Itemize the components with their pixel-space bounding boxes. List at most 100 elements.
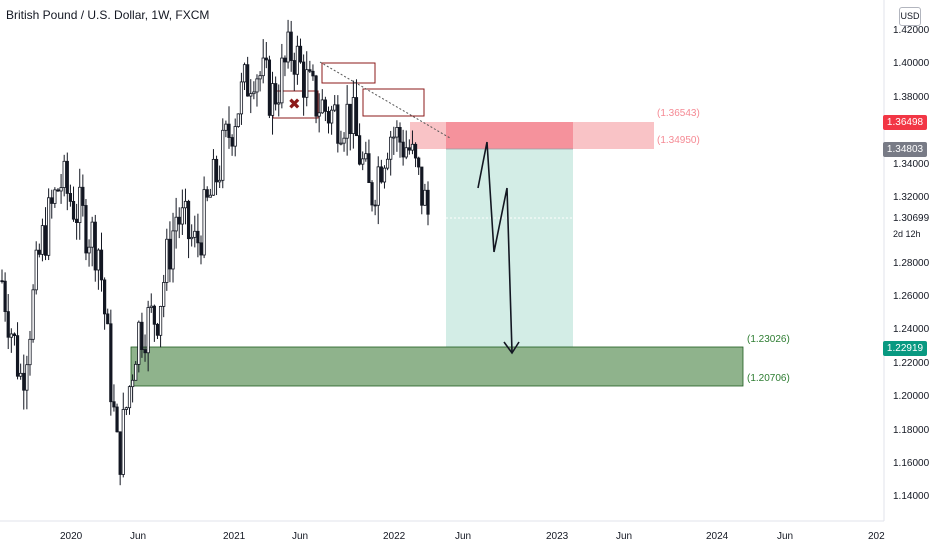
last-price-label: 1.30699 — [893, 213, 930, 224]
time-tick: 2021 — [223, 531, 246, 542]
time-tick: Jun — [455, 531, 472, 542]
candle-body — [227, 123, 231, 138]
candle-body — [317, 112, 321, 117]
candle-body — [25, 364, 29, 391]
candle-body — [81, 186, 85, 206]
candle-body — [186, 200, 191, 240]
candle-body — [143, 349, 147, 354]
candle-body — [208, 194, 212, 198]
candle-body — [75, 218, 79, 223]
candle-body — [413, 143, 418, 159]
candle-body — [224, 123, 228, 131]
symbol-title[interactable]: British Pound / U.S. Dollar, 1W, FXCM — [6, 8, 210, 22]
trendline[interactable] — [319, 61, 451, 139]
candle-body — [252, 91, 256, 95]
price-tick: 1.18000 — [893, 425, 930, 436]
time-tick: Jun — [616, 531, 633, 542]
candle-body — [6, 311, 10, 338]
time-tick: Jun — [292, 531, 309, 542]
candle-body — [323, 99, 327, 112]
candle-body — [196, 230, 200, 244]
supply-box-2[interactable] — [321, 62, 376, 84]
candle-body — [292, 60, 296, 75]
candle-body — [289, 31, 293, 61]
candle-body — [258, 75, 262, 80]
candle-body — [62, 160, 66, 188]
price-tick: 1.34000 — [893, 159, 930, 170]
candle-body — [99, 249, 104, 281]
candle-body — [342, 137, 346, 144]
candle-body — [171, 230, 175, 270]
candle-body — [190, 236, 194, 240]
candle-body — [34, 249, 38, 291]
candle-body — [354, 97, 359, 137]
candle-body — [267, 59, 272, 116]
price-tick: 1.42000 — [893, 25, 930, 36]
candle-body — [56, 189, 60, 192]
candle-body — [398, 126, 402, 143]
price-tick: 1.24000 — [893, 324, 930, 335]
candle-body — [426, 189, 430, 215]
currency-button[interactable]: USD — [899, 7, 921, 26]
candle-body — [130, 379, 135, 388]
projection-path[interactable] — [477, 141, 513, 353]
candle-body — [339, 142, 343, 145]
candle-body — [202, 189, 206, 256]
chart-pane[interactable] — [0, 0, 884, 521]
candle-body — [320, 99, 324, 114]
cross-mark-icon: ✖ — [288, 95, 301, 113]
price-tick: 1.16000 — [893, 458, 930, 469]
candle-body — [246, 64, 250, 97]
candle-body — [357, 135, 362, 165]
time-tick: 2020 — [60, 531, 83, 542]
candle-body — [174, 216, 178, 232]
candle-body — [19, 372, 23, 377]
candle-body — [305, 69, 309, 98]
candle-body — [308, 69, 312, 72]
target-zone[interactable] — [130, 346, 744, 387]
candle-body — [295, 45, 300, 75]
time-tick: 202 — [868, 531, 885, 542]
candle-body — [283, 57, 287, 63]
price-tick: 1.20000 — [893, 391, 930, 402]
candle-body — [410, 143, 415, 151]
candle-body — [382, 167, 387, 183]
candle-body — [112, 401, 116, 408]
candle-body — [407, 147, 411, 151]
candle-body — [158, 305, 163, 336]
candle-body — [47, 197, 51, 256]
candle-body — [392, 136, 396, 139]
candle-body — [127, 386, 132, 409]
candle-body — [118, 431, 122, 475]
candle-body — [84, 205, 88, 254]
candle-body — [373, 204, 377, 207]
candle-body — [214, 158, 219, 183]
candle-body — [385, 158, 390, 169]
candle-body — [417, 157, 421, 168]
candle-body — [50, 197, 54, 204]
supply-box-3[interactable] — [362, 88, 425, 117]
projection-arrowhead — [503, 341, 520, 355]
price-tick: 1.14000 — [893, 491, 930, 502]
candle-body — [351, 97, 355, 135]
candle-body — [330, 109, 334, 124]
candle-body — [389, 136, 393, 160]
candle-body — [59, 187, 63, 192]
badge-target-price: 1.22919 — [883, 341, 927, 356]
candle-body — [155, 323, 160, 336]
candle-body — [249, 93, 253, 97]
candle-body — [274, 83, 278, 105]
candle-body — [31, 289, 35, 340]
target-bottom-label: (1.20706) — [747, 373, 790, 384]
candle-body — [199, 242, 203, 256]
time-tick: 2022 — [383, 531, 406, 542]
candle-body — [230, 137, 234, 147]
candle-body — [239, 81, 244, 115]
candle-body — [242, 64, 247, 83]
price-tick: 1.28000 — [893, 258, 930, 269]
candle-body — [420, 166, 424, 206]
candle-body — [87, 246, 91, 254]
candle-body — [193, 230, 197, 238]
candle-body — [78, 186, 82, 223]
